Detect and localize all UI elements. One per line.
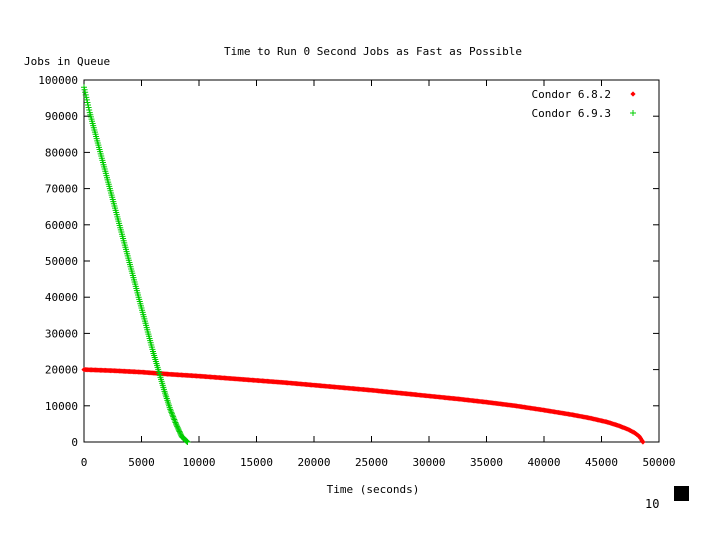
plot-area-frame	[83, 79, 660, 443]
chart-title: Time to Run 0 Second Jobs as Fast as Pos…	[224, 45, 522, 58]
legend-marker	[630, 110, 636, 116]
data-point	[83, 94, 90, 101]
data-point	[168, 410, 175, 417]
y-tick-label: 30000	[45, 327, 78, 340]
data-point	[84, 99, 91, 106]
y-tick-label: 50000	[45, 255, 78, 268]
data-point	[177, 431, 184, 438]
x-tick-label: 30000	[412, 456, 445, 469]
x-tick-label: 40000	[527, 456, 560, 469]
data-point	[638, 435, 644, 441]
data-point	[174, 424, 181, 431]
data-point	[170, 415, 177, 422]
legend-label: Condor 6.8.2	[532, 88, 611, 101]
x-tick-label: 50000	[642, 456, 675, 469]
data-point	[83, 96, 90, 103]
data-point	[82, 91, 89, 98]
series-1	[81, 367, 646, 445]
data-point	[640, 439, 646, 445]
x-tick-label: 15000	[240, 456, 273, 469]
page-number: 10	[645, 497, 660, 511]
data-point	[639, 437, 645, 443]
data-point	[174, 423, 181, 430]
series-2	[81, 84, 191, 445]
y-tick-label: 60000	[45, 219, 78, 232]
data-point	[171, 418, 178, 425]
x-tick-label: 20000	[297, 456, 330, 469]
x-axis-label: Time (seconds)	[327, 483, 420, 496]
y-tick-label: 0	[71, 436, 78, 449]
data-point	[85, 104, 92, 111]
data-point	[171, 416, 178, 423]
y-tick-label: 10000	[45, 400, 78, 413]
x-tick-label: 5000	[128, 456, 155, 469]
data-point	[176, 428, 183, 435]
x-tick-label: 0	[81, 456, 88, 469]
data-point	[85, 101, 92, 108]
legend-marker	[630, 91, 636, 97]
data-point	[184, 439, 191, 445]
y-tick-label: 40000	[45, 291, 78, 304]
y-tick-label: 20000	[45, 364, 78, 377]
slide-marker	[674, 486, 689, 501]
data-series	[81, 84, 646, 445]
y-tick-label: 70000	[45, 183, 78, 196]
data-point	[183, 437, 190, 444]
data-point	[183, 438, 190, 445]
data-point	[169, 412, 176, 419]
legend-label: Condor 6.9.3	[532, 107, 611, 120]
data-point	[175, 427, 182, 434]
data-point	[175, 425, 182, 432]
data-point	[173, 420, 179, 427]
x-tick-label: 45000	[585, 456, 618, 469]
x-tick-label: 10000	[182, 456, 215, 469]
data-point	[86, 107, 93, 114]
data-point	[177, 429, 184, 436]
data-point	[173, 422, 180, 429]
x-tick-label: 35000	[470, 456, 503, 469]
y-tick-label: 100000	[38, 74, 78, 87]
x-tick-label: 25000	[355, 456, 388, 469]
data-point	[168, 409, 175, 416]
data-point	[81, 84, 87, 91]
legend: Condor 6.8.2 Condor 6.9.3	[532, 88, 636, 120]
y-axis-label: Jobs in Queue	[24, 55, 110, 68]
data-point	[167, 407, 174, 414]
data-point	[172, 419, 179, 426]
data-point	[81, 86, 88, 93]
axis-ticks	[83, 79, 660, 443]
data-point	[170, 413, 177, 420]
axis-tick-labels: 0 5000 10000 15000 20000 25000 30000 35000 40000…	[38, 74, 675, 469]
data-point	[82, 89, 89, 96]
data-point	[167, 406, 174, 413]
y-tick-label: 80000	[45, 146, 78, 159]
y-tick-label: 90000	[45, 110, 78, 123]
